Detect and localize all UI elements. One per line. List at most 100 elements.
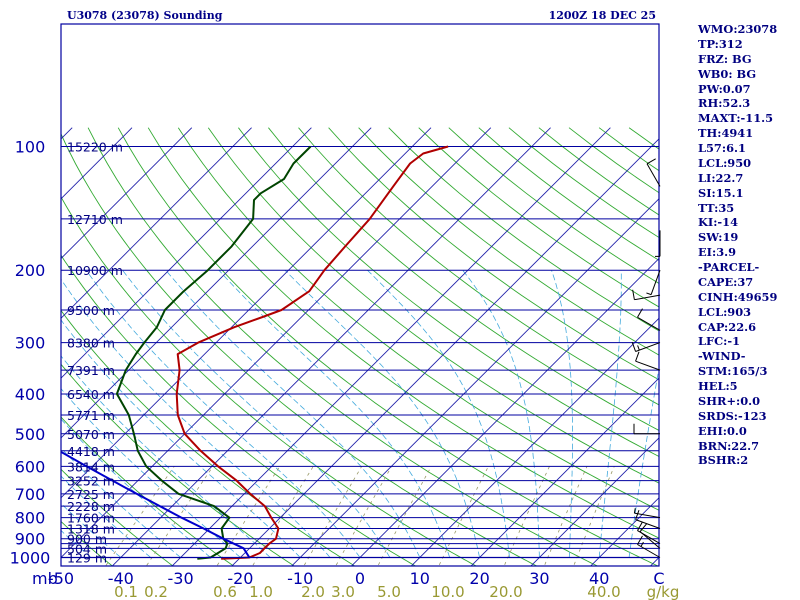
dry-adiabat	[207, 127, 659, 484]
index-item: LCL:950	[698, 155, 752, 170]
dry-adiabat	[268, 127, 659, 431]
isotherm	[530, 437, 659, 566]
mixing-ratio-tick-label: 20.0	[489, 583, 522, 600]
index-item: WB0: BG	[698, 66, 757, 81]
height-label: 8380 m	[67, 336, 115, 351]
moist-adiabat	[165, 269, 421, 558]
wind-barb	[635, 510, 661, 529]
dry-adiabat	[61, 416, 235, 566]
moist-adiabat	[218, 269, 451, 558]
moist-adiabat	[284, 269, 480, 558]
isotherm	[0, 128, 12, 572]
dry-adiabat	[61, 196, 477, 566]
mixing-ratio-line	[438, 466, 489, 566]
isotherm	[231, 138, 659, 566]
height-label: 504 m	[67, 541, 107, 556]
index-item: SI:15.1	[698, 185, 744, 200]
height-label: 5771 m	[67, 408, 115, 423]
mixing-ratio-tick-label: 0.1	[114, 583, 138, 600]
moist-adiabat	[61, 502, 122, 558]
wind-barb	[655, 230, 661, 257]
height-label: 15220 m	[67, 139, 123, 154]
index-item: BSHR:2	[698, 453, 749, 468]
moist-adiabat	[628, 365, 659, 558]
height-label: 129 m	[67, 551, 107, 566]
mixing-ratio-tick-label: 40.0	[587, 583, 620, 600]
index-item: MAXT:-11.5	[698, 111, 774, 126]
dry-adiabat	[117, 127, 659, 566]
moist-adiabat	[551, 270, 573, 558]
isotherm	[350, 257, 659, 566]
wind-barb	[633, 508, 661, 519]
pressure-tick-label: 800	[15, 509, 46, 528]
height-label: 4418 m	[67, 444, 115, 459]
dry-adiabat	[61, 520, 114, 566]
chart-time: 1200Z 18 DEC 25	[549, 9, 656, 22]
temperature-tick-label: -50	[48, 569, 74, 588]
dry-adiabat	[388, 127, 659, 332]
index-item: BRN:22.7	[698, 438, 760, 453]
index-item: EHI:0.0	[698, 423, 747, 438]
dry-adiabat	[358, 127, 659, 356]
index-item: TH:4941	[698, 126, 754, 141]
pressure-tick-label: 500	[15, 425, 46, 444]
parcel-profile	[61, 450, 251, 559]
temperature-tick-label: -10	[287, 569, 313, 588]
index-item: SHR+:0.0	[698, 393, 761, 408]
index-item: LI:22.7	[698, 170, 744, 185]
dry-adiabat	[61, 309, 356, 566]
height-label: 3252 m	[67, 474, 115, 489]
index-item: WMO:23078	[698, 22, 778, 36]
pressure-tick-label: 100	[15, 137, 46, 156]
height-label: 6540 m	[67, 387, 115, 402]
dry-adiabat	[328, 127, 659, 381]
index-item: LFC:-1	[698, 334, 741, 349]
isotherm	[61, 127, 432, 499]
dry-adiabat	[61, 254, 417, 566]
mixing-ratio-tick-label: 10.0	[431, 583, 464, 600]
wind-barb	[637, 521, 661, 545]
stability-indices-panel: WMO:23078 TP:312 FRZ: BG WB0: BG PW:0.07 RH:5…	[698, 22, 798, 468]
temperature-tick-label: 20	[469, 569, 489, 588]
dry-adiabat	[87, 127, 599, 566]
index-item: HEL:5	[698, 379, 738, 393]
moist-adiabat	[61, 530, 92, 558]
chart-title: U3078 (23078) Sounding	[67, 9, 223, 22]
plot-border	[60, 23, 660, 567]
temperature-profile	[175, 145, 449, 560]
dry-adiabat	[61, 132, 538, 566]
index-item: CINH:49659	[698, 289, 778, 304]
index-item: LCL:903	[698, 304, 752, 319]
wind-barb	[631, 341, 661, 352]
plot-frame	[60, 23, 660, 567]
index-item: CAPE:37	[698, 274, 754, 289]
wind-barb	[632, 289, 661, 301]
height-label: 9500 m	[67, 303, 115, 318]
isotherm	[470, 377, 659, 566]
moist-adiabat	[85, 269, 361, 558]
dry-adiabat	[147, 127, 659, 539]
wind-barbs	[631, 158, 661, 558]
mixing-ratio-tick-label: 3.0	[331, 583, 355, 600]
height-label: 7391 m	[67, 363, 115, 378]
height-label: 1318 m	[67, 521, 115, 536]
height-label: 3814 m	[67, 459, 115, 474]
index-item: -WIND-	[698, 349, 746, 364]
mixing-ratio-tick-label: 1.0	[249, 583, 273, 600]
wind-barb	[635, 351, 661, 371]
pressure-tick-label: 300	[15, 334, 46, 353]
temperature-tick-label: 10	[410, 569, 430, 588]
wind-barb	[646, 158, 661, 187]
index-item: SW:19	[698, 230, 739, 245]
temperature-tick-label: -30	[168, 569, 194, 588]
wind-barb	[637, 535, 661, 558]
moist-adiabat	[462, 269, 540, 558]
index-item: RH:52.3	[698, 96, 751, 111]
pressure-tick-label: 700	[15, 485, 46, 504]
index-item: -PARCEL-	[698, 260, 760, 274]
background-grid	[0, 127, 659, 572]
index-item: FRZ: BG	[698, 51, 752, 66]
height-label: 900 m	[67, 532, 107, 547]
pressure-tick-label: 600	[15, 457, 46, 476]
wind-barb	[637, 308, 661, 331]
